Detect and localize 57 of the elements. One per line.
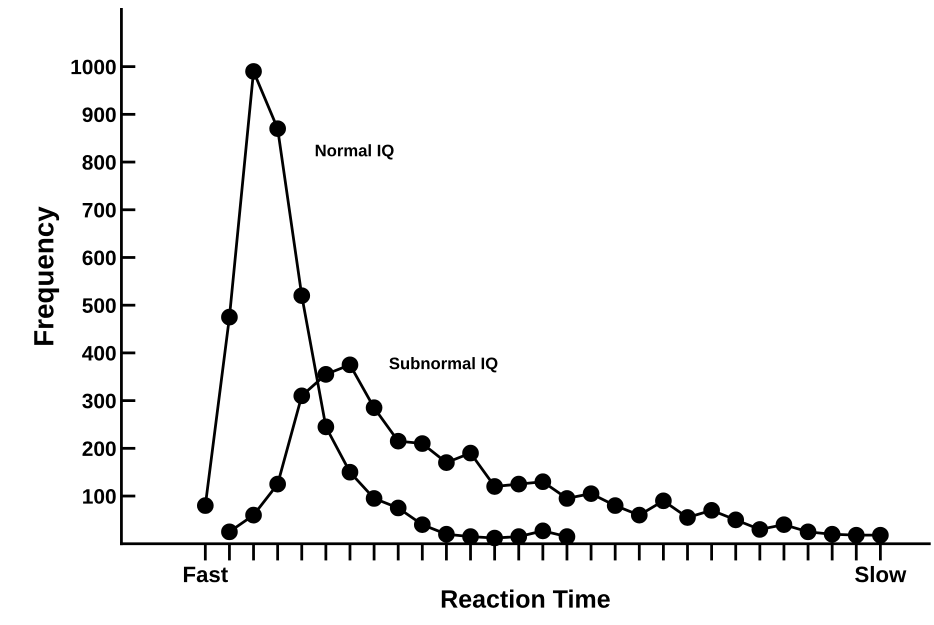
point [221, 308, 238, 326]
point [293, 388, 310, 404]
point [606, 497, 624, 514]
x-tick-label: Slow [855, 566, 906, 582]
point [390, 432, 407, 450]
point [630, 506, 648, 524]
point [752, 521, 768, 538]
y-tick-label: 100 [83, 489, 116, 504]
x-tick-label: Fast [184, 566, 228, 582]
point [221, 523, 238, 540]
point [245, 63, 262, 80]
point [366, 399, 382, 416]
point [269, 120, 286, 137]
point [824, 526, 840, 543]
point [366, 490, 382, 507]
point [848, 526, 865, 544]
point [342, 464, 358, 481]
point [534, 522, 552, 540]
series-label: Normal IQ [316, 144, 394, 160]
y-tick-label: 800 [82, 155, 116, 170]
point [534, 473, 552, 490]
point [318, 418, 334, 436]
point [558, 490, 576, 507]
point [679, 509, 696, 526]
point [318, 366, 334, 383]
point [390, 500, 407, 516]
point [776, 516, 792, 533]
y-tick-label: 200 [82, 441, 116, 456]
series-label: Subnormal IQ [389, 357, 498, 372]
y-tick-label: 500 [82, 298, 116, 313]
point [245, 506, 262, 524]
point [438, 454, 455, 471]
y-axis-title: Frequency [34, 206, 60, 345]
point [872, 526, 889, 544]
point [655, 492, 672, 510]
y-tick-label: 700 [82, 202, 116, 218]
point [486, 530, 503, 546]
x-axis-title: Reaction Time [442, 589, 610, 608]
y-tick-label: 900 [82, 107, 116, 122]
point [269, 476, 286, 492]
y-tick-label: 1000 [72, 60, 116, 74]
point [293, 287, 310, 304]
point [414, 516, 431, 533]
point [703, 502, 720, 519]
point [462, 444, 479, 462]
point [582, 485, 600, 502]
point [438, 526, 455, 543]
y-tick-label: 300 [82, 394, 116, 408]
point [510, 476, 528, 492]
y-tick-label: 400 [82, 346, 116, 361]
point [196, 497, 214, 514]
point [414, 435, 431, 452]
point [486, 478, 503, 495]
point [342, 356, 358, 374]
point [800, 523, 816, 540]
point [727, 512, 744, 528]
y-tick-label: 600 [82, 250, 116, 266]
